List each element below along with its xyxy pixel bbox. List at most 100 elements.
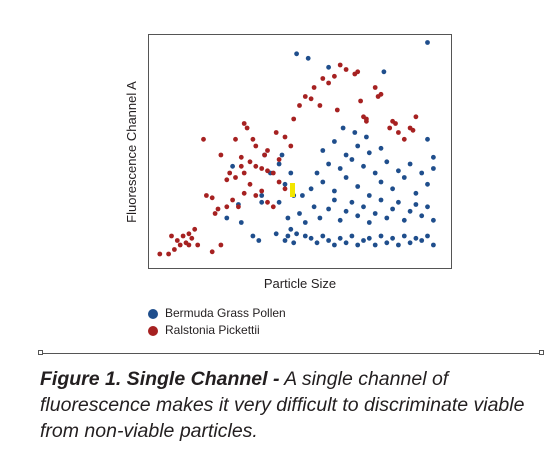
- legend-marker-ralstonia: [148, 325, 158, 336]
- scatter-point-ralstonia: [297, 103, 302, 108]
- scatter-point-pollen: [343, 152, 349, 158]
- scatter-point-ralstonia: [253, 143, 259, 149]
- scatter-point-ralstonia: [282, 134, 288, 140]
- scatter-point-pollen: [378, 145, 384, 151]
- scatter-point-ralstonia: [212, 211, 218, 216]
- scatter-point-pollen: [396, 199, 401, 205]
- scatter-point-ralstonia: [244, 125, 250, 131]
- scatter-point-pollen: [288, 170, 294, 176]
- scatter-point-pollen: [294, 51, 299, 57]
- scatter-point-ralstonia: [320, 76, 326, 81]
- scatter-point-pollen: [276, 161, 282, 167]
- scatter-point-pollen: [256, 238, 262, 243]
- scatter-point-pollen: [300, 193, 305, 198]
- scatter-point-pollen: [308, 235, 314, 241]
- scatter-point-ralstonia: [166, 251, 172, 257]
- scatter-point-ralstonia: [186, 242, 192, 248]
- scatter-point-ralstonia: [233, 136, 238, 142]
- scatter-point-ralstonia: [241, 121, 247, 126]
- scatter-point-pollen: [279, 152, 285, 158]
- scatter-point-ralstonia: [378, 91, 384, 97]
- scatter-point-pollen: [291, 240, 297, 246]
- scatter-point-pollen: [320, 148, 326, 153]
- legend-label-ralstonia: Ralstonia Pickettii: [165, 323, 260, 337]
- scatter-point-pollen: [343, 175, 349, 180]
- scatter-point-ralstonia: [180, 233, 186, 239]
- scatter-point-ralstonia: [172, 247, 177, 252]
- scatter-point-pollen: [355, 143, 361, 149]
- scatter-point-pollen: [259, 199, 265, 205]
- scatter-point-ralstonia: [276, 157, 282, 162]
- scatter-point-pollen: [366, 235, 372, 241]
- scatter-point-ralstonia: [195, 242, 201, 248]
- highlight-marker: [290, 183, 295, 197]
- legend-item-bermuda: Bermuda Grass Pollen: [148, 305, 286, 322]
- scatter-point-pollen: [349, 157, 355, 162]
- scatter-point-pollen: [326, 206, 331, 212]
- scatter-point-ralstonia: [233, 175, 238, 180]
- scatter-point-pollen: [314, 170, 320, 176]
- scatter-point-ralstonia: [334, 107, 340, 113]
- scatter-point-ralstonia: [273, 130, 279, 135]
- scatter-point-pollen: [320, 233, 326, 239]
- scatter-point-pollen: [294, 231, 299, 237]
- scatter-point-pollen: [326, 64, 331, 70]
- scatter-point-ralstonia: [364, 118, 369, 124]
- scatter-point-ralstonia: [259, 166, 265, 171]
- scatter-point-ralstonia: [288, 143, 294, 149]
- scatter-point-ralstonia: [238, 154, 244, 160]
- scatter-point-pollen: [349, 233, 355, 239]
- caption-title: Figure 1. Single Channel -: [40, 368, 280, 390]
- scatter-point-pollen: [407, 240, 413, 246]
- scatter-point-ralstonia: [259, 188, 265, 194]
- scatter-point-ralstonia: [358, 98, 363, 104]
- scatter-point-ralstonia: [355, 69, 361, 75]
- scatter-point-ralstonia: [201, 136, 206, 142]
- scatter-chart: Particle Size Fluorescence Channel A: [124, 34, 452, 291]
- scatter-point-ralstonia: [204, 193, 209, 198]
- scatter-point-ralstonia: [265, 148, 270, 153]
- scatter-point-pollen: [390, 235, 395, 241]
- scatter-point-ralstonia: [332, 73, 337, 79]
- points-layer: [157, 40, 436, 257]
- scatter-point-pollen: [413, 235, 419, 241]
- scatter-point-pollen: [355, 213, 361, 219]
- divider-cap-right: [539, 350, 544, 355]
- scatter-point-pollen: [332, 188, 337, 194]
- scatter-point-ralstonia: [224, 177, 230, 183]
- scatter-point-pollen: [332, 242, 337, 248]
- scatter-point-pollen: [364, 134, 369, 140]
- scatter-point-ralstonia: [157, 251, 163, 257]
- scatter-point-pollen: [431, 242, 436, 248]
- scatter-point-pollen: [425, 181, 430, 187]
- scatter-point-ralstonia: [209, 249, 215, 255]
- scatter-point-pollen: [361, 238, 366, 243]
- scatter-point-pollen: [413, 202, 419, 207]
- scatter-point-pollen: [378, 197, 384, 203]
- scatter-point-pollen: [352, 130, 358, 135]
- scatter-point-pollen: [282, 181, 288, 187]
- scatter-point-ralstonia: [311, 85, 317, 90]
- scatter-point-ralstonia: [238, 163, 244, 169]
- scatter-point-pollen: [224, 215, 230, 221]
- scatter-point-pollen: [259, 193, 265, 198]
- scatter-point-pollen: [285, 215, 291, 221]
- scatter-point-pollen: [431, 217, 436, 223]
- scatter-point-pollen: [337, 217, 343, 223]
- scatter-point-pollen: [332, 197, 337, 203]
- scatter-point-pollen: [431, 154, 436, 160]
- legend-label-bermuda: Bermuda Grass Pollen: [165, 306, 286, 320]
- scatter-point-ralstonia: [224, 204, 230, 210]
- scatter-point-ralstonia: [192, 226, 198, 232]
- scatter-point-ralstonia: [186, 231, 192, 237]
- scatter-point-ralstonia: [209, 195, 215, 201]
- scatter-point-pollen: [343, 208, 349, 214]
- scatter-point-ralstonia: [247, 159, 253, 165]
- scatter-point-ralstonia: [241, 170, 247, 176]
- scatter-point-ralstonia: [270, 170, 276, 176]
- scatter-point-ralstonia: [282, 186, 288, 192]
- scatter-point-pollen: [337, 235, 343, 241]
- scatter-point-pollen: [320, 179, 326, 185]
- scatter-point-pollen: [361, 204, 366, 210]
- scatter-point-ralstonia: [343, 67, 349, 72]
